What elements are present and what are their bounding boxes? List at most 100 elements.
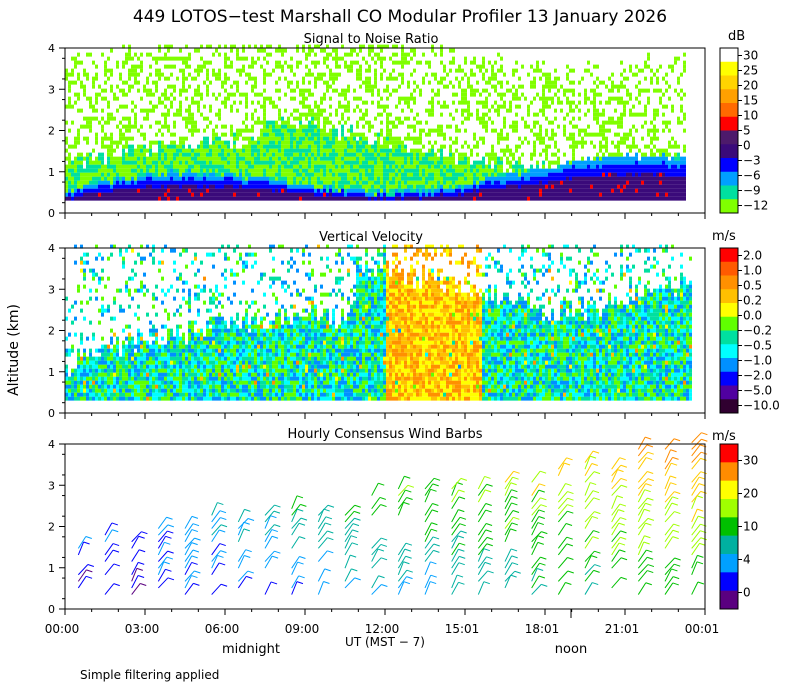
vv-cell [131,364,134,369]
snr-cell [236,132,239,137]
snr-cell [155,152,158,157]
vv-cell [107,372,110,377]
snr-cell [224,64,227,69]
snr-cell [200,56,203,61]
snr-cell [224,148,227,153]
snr-cell [614,176,617,181]
snr-cell [143,156,146,161]
snr-cell [509,188,512,193]
snr-cell [317,176,320,181]
snr-cell [554,116,557,121]
snr-cell [164,76,167,81]
snr-cell [569,196,572,201]
snr-cell [635,180,638,185]
snr-cell [254,144,257,149]
snr-cell [449,124,452,129]
snr-cell [668,168,671,173]
snr-cell [173,148,176,153]
snr-cell [386,172,389,177]
snr-cell [263,156,266,161]
snr-cell [317,196,320,201]
snr-cell [596,156,599,161]
snr-cell [290,88,293,93]
snr-cell [494,100,497,105]
snr-cell [326,136,329,141]
vv-cell [86,388,89,393]
snr-cell [554,152,557,157]
snr-cell [647,184,650,189]
snr-cell [479,120,482,125]
snr-cell [98,160,101,165]
snr-cell [176,148,179,153]
snr-cell [338,64,341,69]
snr-cell [131,100,134,105]
snr-cell [455,172,458,177]
snr-cell [521,172,524,177]
snr-cell [674,60,677,65]
vv-cell [125,384,128,389]
snr-cell [326,132,329,137]
snr-cell [251,188,254,193]
vv-cell [107,392,110,397]
snr-cell [314,84,317,89]
vv-cell [98,320,101,325]
snr-cell [344,192,347,197]
snr-cell [272,128,275,133]
snr-cell [395,192,398,197]
snr-cell [227,144,230,149]
snr-cell [323,120,326,125]
snr-cell [119,160,122,165]
snr-cell [629,196,632,201]
snr-cell [197,104,200,109]
snr-cell [401,176,404,181]
snr-cell [293,164,296,169]
snr-cell [389,164,392,169]
snr-cell [167,188,170,193]
snr-cell [353,136,356,141]
snr-cell [389,168,392,173]
snr-cell [512,92,515,97]
snr-cell [428,100,431,105]
snr-cell [473,184,476,189]
snr-cell [263,116,266,121]
snr-cell [359,76,362,81]
snr-cell [113,188,116,193]
snr-cell [158,152,161,157]
snr-cell [245,124,248,129]
snr-cell [581,156,584,161]
snr-cell [314,148,317,153]
snr-cell [215,136,218,141]
snr-cell [545,156,548,161]
snr-cell [377,148,380,153]
snr-cell [452,164,455,169]
snr-cell [650,156,653,161]
snr-cell [308,120,311,125]
snr-cell [629,108,632,113]
snr-cell [455,108,458,113]
vv-cell [80,256,83,261]
snr-cell [80,192,83,197]
snr-cell [368,160,371,165]
vv-cell [116,384,119,389]
snr-cell [497,80,500,85]
snr-cell [560,188,563,193]
snr-cell [638,188,641,193]
snr-cell [521,168,524,173]
snr-cell [275,132,278,137]
snr-cell [392,184,395,189]
vv-cell [68,396,71,401]
snr-cell [596,92,599,97]
snr-cell [206,156,209,161]
snr-cell [599,192,602,197]
snr-cell [215,192,218,197]
snr-cell [272,180,275,185]
snr-cell [104,64,107,69]
snr-cell [257,180,260,185]
vv-cell [95,256,98,261]
snr-cell [464,72,467,77]
snr-cell [278,176,281,181]
snr-cell [593,104,596,109]
snr-cell [125,124,128,129]
snr-cell [146,108,149,113]
